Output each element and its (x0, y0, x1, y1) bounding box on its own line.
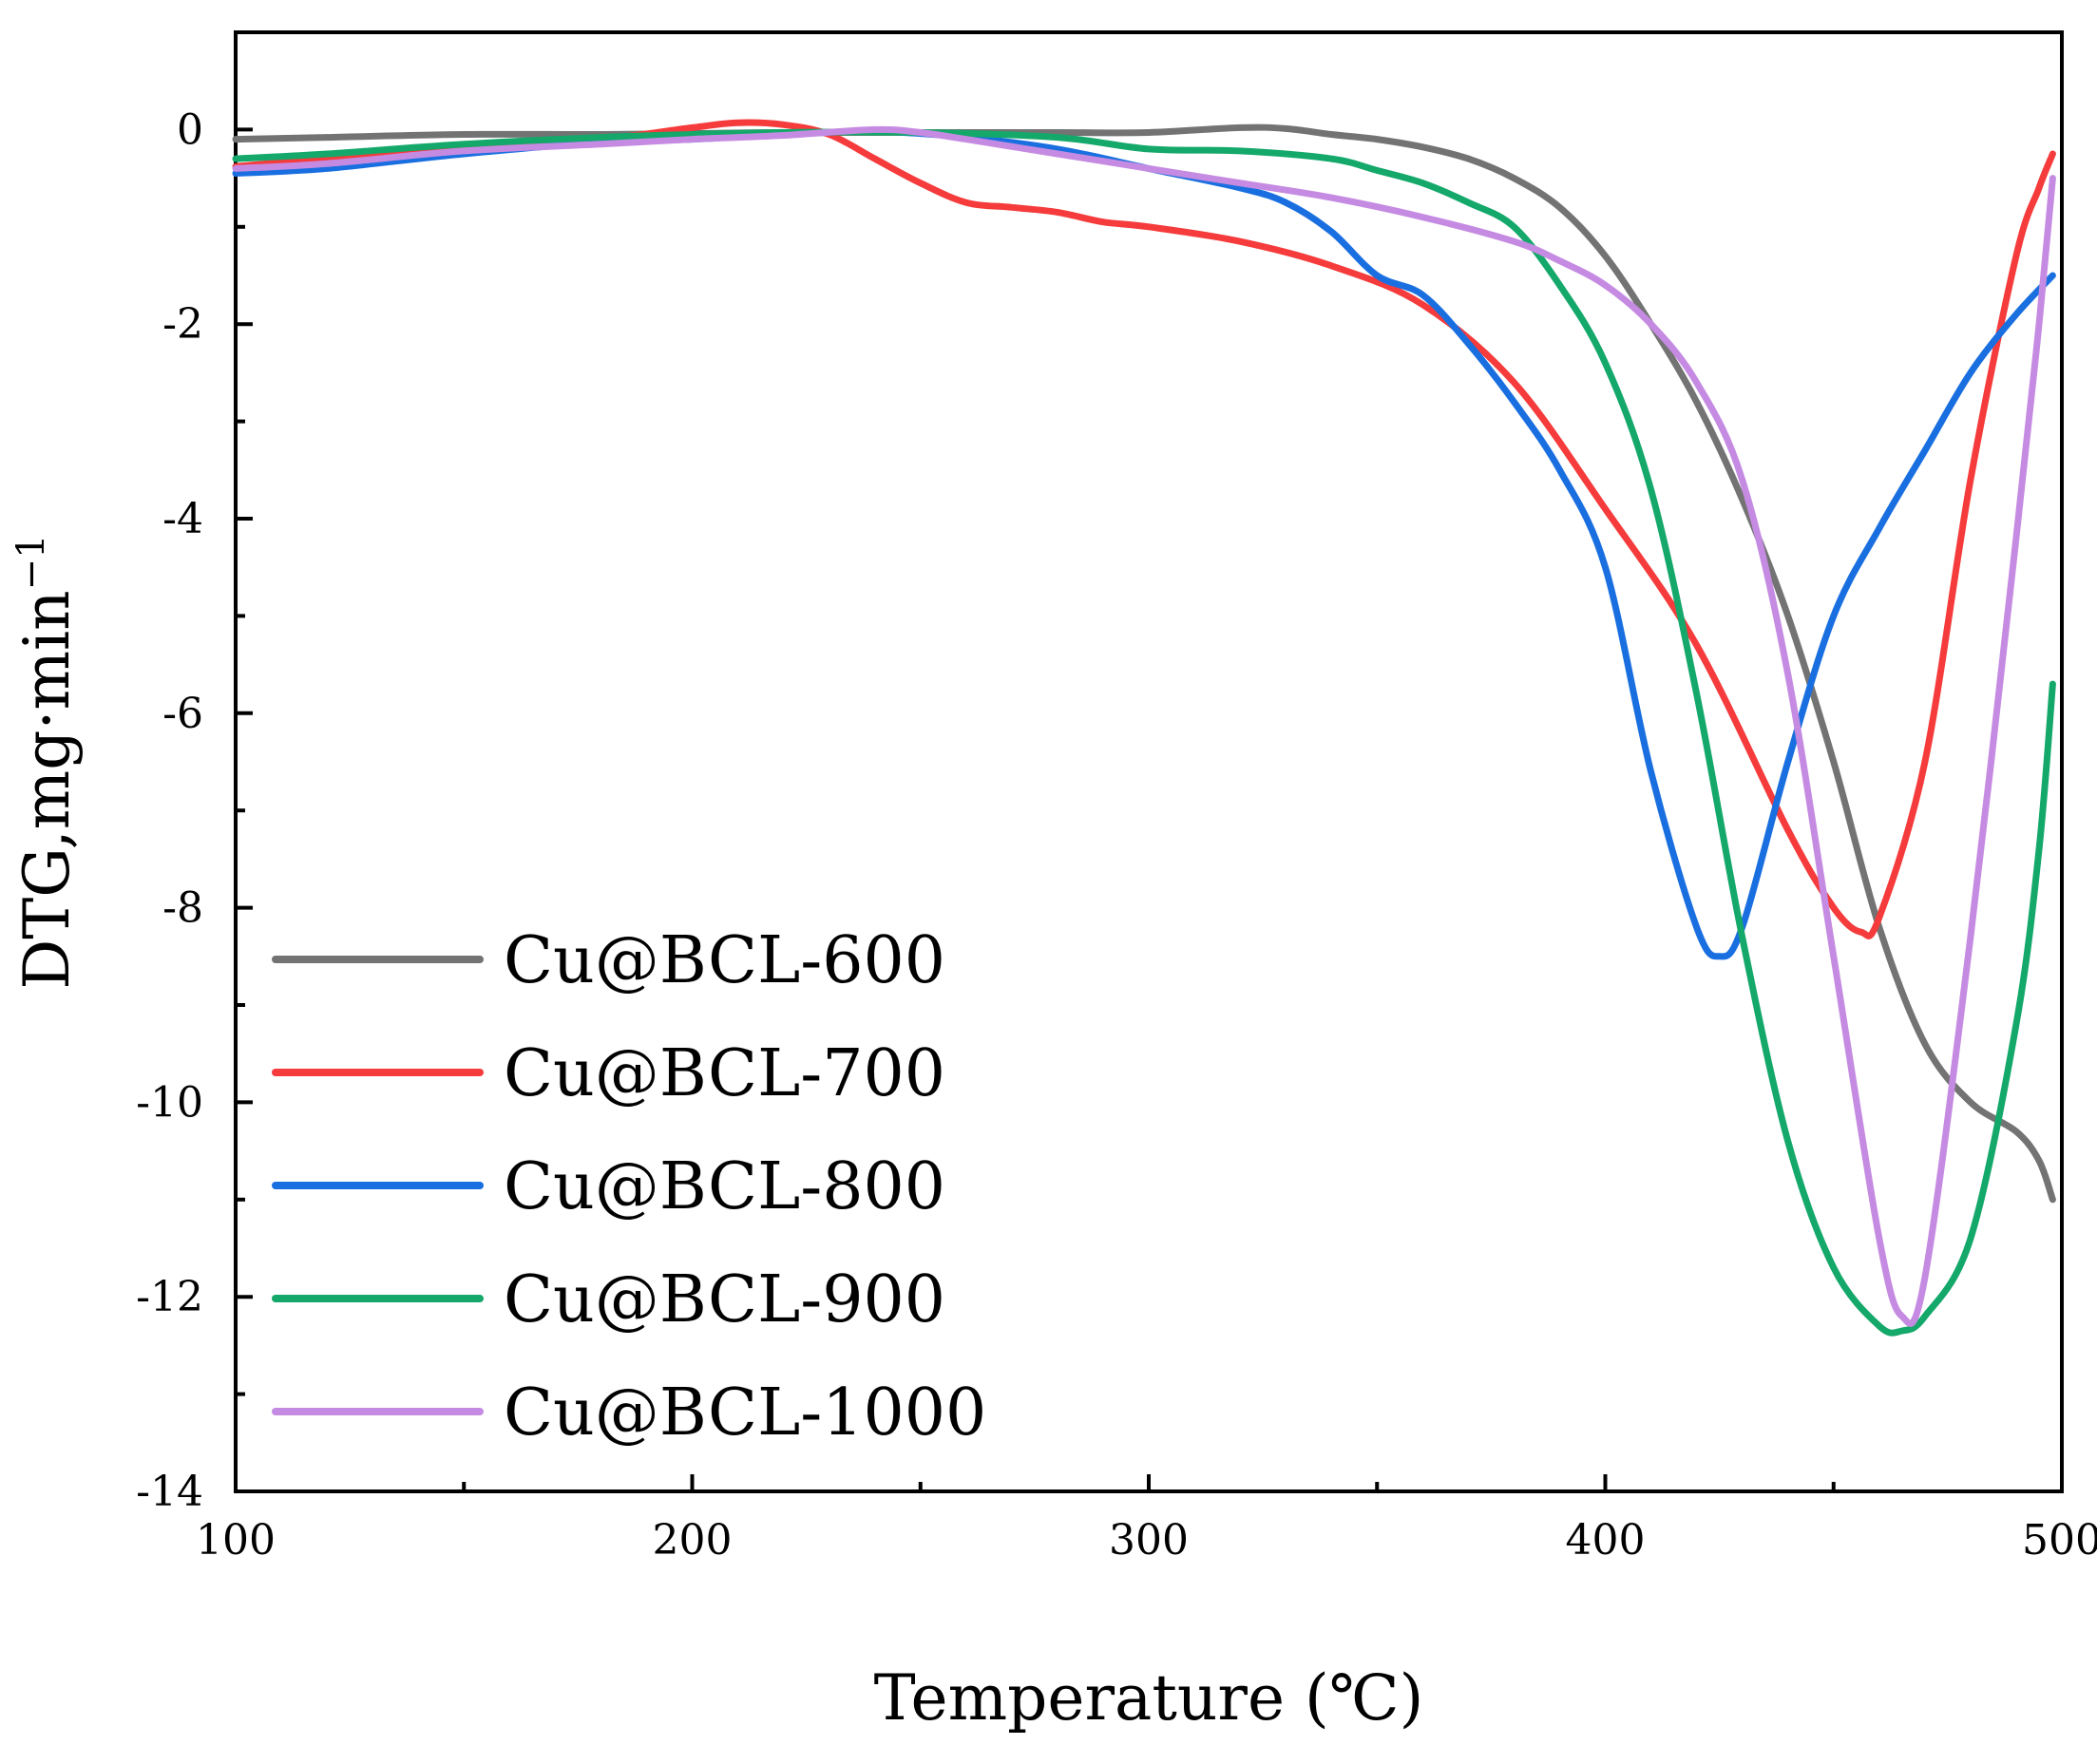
x-tick-label: 100 (196, 1516, 276, 1565)
y-tick-label: -2 (162, 300, 203, 349)
y-axis-tick-labels: 0 -2 -4 -6 -8 -10 -12 -14 (136, 105, 203, 1516)
y-axis-ticks (236, 127, 253, 1493)
legend-label-cu-bcl-600: Cu@BCL-600 (504, 923, 945, 998)
series-line-cu-bcl-900 (232, 128, 2056, 1337)
y-tick-label: -14 (136, 1468, 203, 1516)
x-axis-title: Temperature (℃) (874, 1661, 1424, 1735)
y-tick-label: -4 (162, 495, 203, 543)
legend-label-cu-bcl-700: Cu@BCL-700 (504, 1036, 945, 1111)
series-lines (232, 119, 2056, 1337)
y-tick-label: -12 (136, 1273, 203, 1321)
x-tick-label: 300 (1109, 1516, 1189, 1565)
x-tick-label: 500 (2022, 1516, 2097, 1565)
y-axis-title-exponent: −1 (10, 534, 53, 590)
x-axis-tick-labels: 100 200 300 400 500 (196, 1516, 2097, 1565)
legend-label-cu-bcl-1000: Cu@BCL-1000 (504, 1375, 986, 1451)
y-axis-title-main: DTG,mg·min (10, 590, 84, 989)
series-line-cu-bcl-1000 (232, 125, 2056, 1327)
y-tick-label: 0 (177, 105, 203, 154)
series-line-cu-bcl-700 (232, 119, 2056, 939)
y-tick-label: -6 (162, 690, 203, 738)
y-tick-label: -10 (136, 1078, 203, 1127)
x-axis-ticks (234, 1474, 2064, 1491)
legend-label-cu-bcl-800: Cu@BCL-800 (504, 1149, 945, 1224)
y-axis-title: DTG,mg·min−1 (10, 534, 84, 989)
legend: Cu@BCL-600 Cu@BCL-700 Cu@BCL-800 Cu@BCL-900… (272, 923, 986, 1451)
y-tick-label: -8 (162, 884, 203, 933)
legend-label-cu-bcl-900: Cu@BCL-900 (504, 1262, 945, 1337)
x-tick-label: 200 (653, 1516, 733, 1565)
x-tick-label: 400 (1566, 1516, 1646, 1565)
